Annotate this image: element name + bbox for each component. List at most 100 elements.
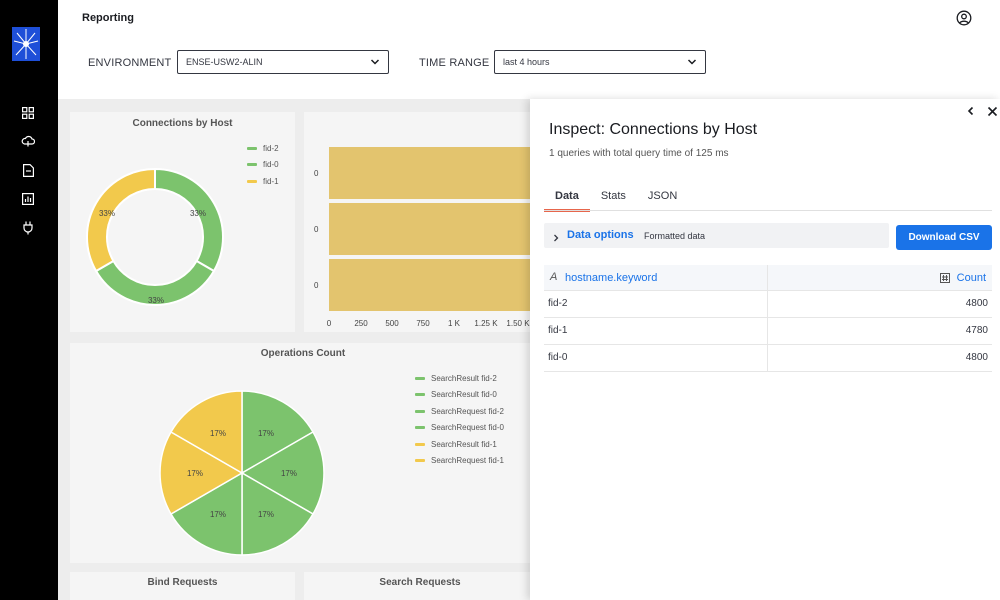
slice-label: 33% — [190, 209, 206, 218]
legend-swatch — [415, 376, 425, 380]
close-icon[interactable] — [985, 104, 999, 118]
plug-icon[interactable] — [19, 219, 37, 237]
table-row: fid-0 4800 — [544, 345, 992, 372]
chart-legend: fid-2 fid-0 fid-1 — [247, 140, 279, 190]
legend-item[interactable]: SearchResult fid-1 — [415, 436, 504, 453]
text-field-icon: A — [550, 271, 558, 283]
x-tick-label: 500 — [385, 319, 399, 328]
tab-stats[interactable]: Stats — [600, 190, 626, 202]
x-tick-label: 1 K — [448, 319, 461, 328]
legend-swatch — [415, 426, 425, 430]
environment-select[interactable]: ENSE-USW2-ALIN — [177, 50, 389, 74]
cell-host: fid-2 — [548, 298, 568, 309]
panel-title: Search Requests — [379, 577, 461, 588]
legend-item[interactable]: fid-0 — [247, 157, 279, 174]
data-options-accordion[interactable]: Data options Formatted data — [544, 223, 889, 248]
legend-swatch — [247, 146, 257, 150]
x-tick-label: 1.25 K — [474, 319, 498, 328]
legend-swatch — [415, 409, 425, 413]
donut-slice-fid-1 — [86, 167, 156, 273]
query-summary: 1 queries with total query time of 125 m… — [549, 148, 729, 159]
data-options-value: Formatted data — [644, 231, 706, 241]
connections-by-host-panel: Connections by Host fid-2 fid-0 fid-1 33… — [70, 112, 295, 332]
tab-json[interactable]: JSON — [647, 190, 678, 202]
panel-title: Connections by Host — [132, 118, 233, 129]
time-range-select[interactable]: last 4 hours — [494, 50, 706, 74]
panel-title: Operations Count — [260, 348, 346, 359]
pie-slice — [159, 430, 244, 516]
dashboard-grid: Connections by Host fid-2 fid-0 fid-1 33… — [58, 99, 530, 600]
slice-label: 17% — [187, 469, 203, 478]
pie-slice — [241, 471, 315, 556]
bar-chart-panel: 0 0 0 0 250 500 750 1 K 1.25 K 1.50 K — [304, 112, 530, 332]
slice-label: 17% — [281, 469, 297, 478]
donut-slice-fid-2 — [154, 167, 224, 273]
cell-host: fid-1 — [548, 325, 568, 336]
dashboard-icon[interactable] — [19, 104, 37, 122]
horizontal-bar-chart: 0 0 0 0 250 500 750 1 K 1.25 K 1.50 K — [314, 147, 530, 328]
pie-slice — [169, 471, 243, 556]
page-title: Reporting — [82, 12, 134, 24]
bar — [329, 259, 530, 311]
legend-swatch — [247, 163, 257, 167]
slice-label: 33% — [99, 209, 115, 218]
pie-slice — [169, 390, 243, 475]
cell-count: 4780 — [965, 325, 988, 336]
search-requests-panel: Search Requests — [304, 572, 530, 600]
column-header-hostname[interactable]: hostname.keyword — [565, 272, 658, 284]
column-header-count[interactable]: Count — [956, 272, 986, 284]
column-divider — [767, 345, 768, 371]
chevron-down-icon — [687, 57, 697, 67]
top-header: Reporting — [58, 0, 1000, 38]
chevron-right-icon — [552, 230, 560, 248]
legend-swatch — [415, 442, 425, 446]
legend-item[interactable]: SearchResult fid-2 — [415, 370, 504, 387]
tab-data[interactable]: Data — [544, 187, 590, 212]
download-csv-button[interactable]: Download CSV — [896, 225, 992, 250]
table-row: fid-1 4780 — [544, 318, 992, 345]
chevron-down-icon — [370, 57, 380, 67]
time-range-value: last 4 hours — [503, 57, 550, 67]
column-divider — [767, 265, 768, 290]
table-row: fid-2 4800 — [544, 291, 992, 318]
legend-item[interactable]: fid-1 — [247, 173, 279, 190]
data-options-label: Data options — [567, 229, 634, 241]
number-field-icon — [940, 270, 950, 288]
bind-requests-panel: Bind Requests — [70, 572, 295, 600]
x-tick-label: 750 — [416, 319, 430, 328]
legend-item[interactable]: SearchResult fid-0 — [415, 387, 504, 404]
legend-item[interactable]: fid-2 — [247, 140, 279, 157]
bar — [329, 147, 530, 199]
donut-chart: 33% 33% 33% — [86, 167, 224, 306]
legend-item[interactable]: SearchRequest fid-1 — [415, 453, 504, 470]
flyout-title: Inspect: Connections by Host — [549, 121, 758, 138]
tabs-divider — [544, 210, 992, 211]
pie-slice — [241, 390, 315, 475]
user-account-icon[interactable] — [956, 10, 972, 26]
slice-label: 17% — [258, 510, 274, 519]
report-icon[interactable] — [19, 190, 37, 208]
environment-label: ENVIRONMENT — [88, 57, 172, 69]
chevron-left-icon[interactable] — [964, 104, 978, 118]
column-divider — [767, 291, 768, 317]
slice-label: 17% — [258, 429, 274, 438]
cell-host: fid-0 — [548, 352, 568, 363]
legend-swatch — [247, 179, 257, 183]
pie-slice — [240, 430, 325, 516]
cell-count: 4800 — [965, 352, 988, 363]
sidebar — [0, 0, 58, 600]
legend-item[interactable]: SearchRequest fid-0 — [415, 420, 504, 437]
document-icon[interactable] — [19, 161, 37, 179]
x-tick-label: 250 — [354, 319, 368, 328]
brand-logo-icon[interactable] — [12, 27, 40, 61]
y-tick-label: 0 — [314, 281, 319, 290]
inspect-flyout: Inspect: Connections by Host 1 queries w… — [530, 99, 1000, 600]
bar — [329, 203, 530, 255]
slice-label: 17% — [210, 429, 226, 438]
environment-value: ENSE-USW2-ALIN — [186, 57, 263, 67]
cloud-icon[interactable] — [19, 132, 37, 150]
y-tick-label: 0 — [314, 225, 319, 234]
time-range-label: TIME RANGE — [419, 57, 490, 69]
table-header: A hostname.keyword Count — [544, 265, 992, 291]
legend-item[interactable]: SearchRequest fid-2 — [415, 403, 504, 420]
